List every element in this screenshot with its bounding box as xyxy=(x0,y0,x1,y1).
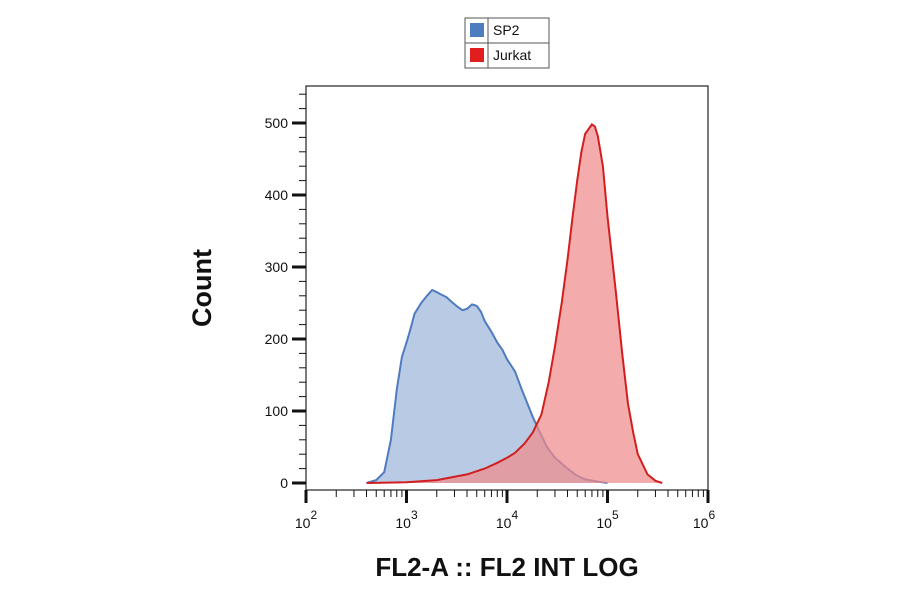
series-area-sp2 xyxy=(366,290,608,483)
y-tick-label: 300 xyxy=(265,259,289,275)
legend-label-jurkat: Jurkat xyxy=(493,47,531,63)
x-tick-label: 106 xyxy=(693,508,716,531)
y-axis-title: Count xyxy=(187,249,217,327)
y-tick-label: 0 xyxy=(280,475,288,491)
x-tick-label: 105 xyxy=(596,508,619,531)
series-line-jurkat xyxy=(366,122,663,484)
y-tick-label: 200 xyxy=(265,331,289,347)
y-axis: 0 100 200 300 400 500 xyxy=(265,93,306,491)
y-tick-label: 400 xyxy=(265,187,289,203)
legend: SP2 Jurkat xyxy=(464,17,550,69)
y-tick-label: 100 xyxy=(265,403,289,419)
x-tick-label: 102 xyxy=(295,508,318,531)
legend-swatch-jurkat xyxy=(470,48,484,62)
y-tick-label: 500 xyxy=(265,115,289,131)
x-axis: 102 103 104 105 106 xyxy=(295,490,716,531)
legend-label-sp2: SP2 xyxy=(493,22,520,38)
series-area-jurkat xyxy=(366,124,663,484)
x-axis-title: FL2-A :: FL2 INT LOG xyxy=(375,552,638,582)
legend-swatch-sp2 xyxy=(470,23,484,37)
series-layer xyxy=(366,122,663,484)
x-tick-label: 103 xyxy=(395,508,418,531)
x-tick-label: 104 xyxy=(496,508,519,531)
